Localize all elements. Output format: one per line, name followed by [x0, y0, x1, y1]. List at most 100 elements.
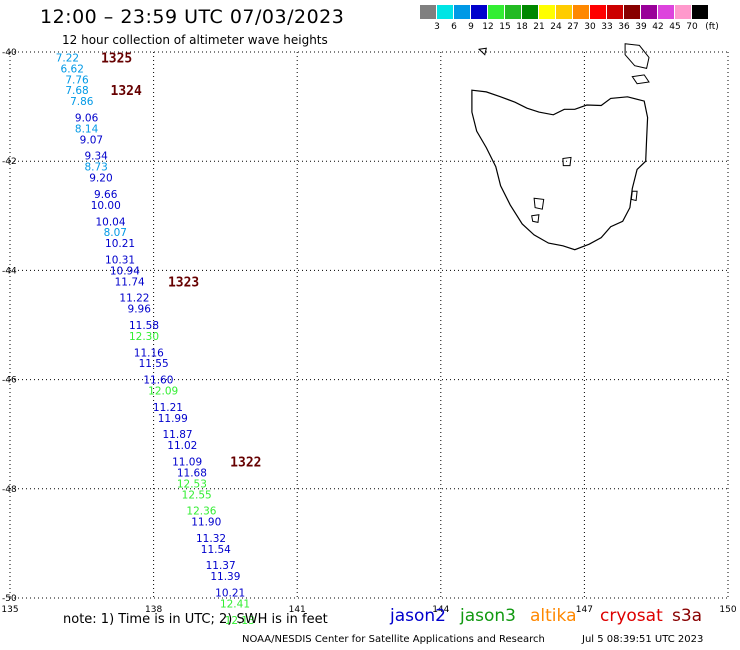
wave-height-value: 8.14	[75, 123, 99, 135]
orbit-labels: 1325 1324 1323 1322	[101, 51, 262, 470]
legend-label: 45	[669, 22, 681, 32]
wave-height-value: 11.32	[196, 533, 226, 545]
legend-swatches	[420, 5, 709, 19]
tasmania-mainland	[471, 89, 649, 251]
legend-label: 27	[567, 22, 579, 32]
satellite-label-cryosat: cryosat	[600, 606, 663, 626]
legend-labels: 3 6 9 12 15 18 21 24 27 30 33 36 39 42 45 70 (ft)	[420, 22, 730, 34]
wave-height-value: 7.22	[56, 52, 79, 64]
satellite-label-jason3: jason3	[460, 606, 516, 626]
legend-swatch	[505, 5, 522, 19]
generated-timestamp: Jul 5 08:39:51 UTC 2023	[582, 634, 704, 645]
lat-tick-label: -42	[2, 157, 17, 167]
legend-swatch	[675, 5, 692, 19]
legend-label: 12	[482, 22, 494, 32]
lon-tick-label: 135	[1, 605, 18, 615]
satellite-label-jason2: jason2	[390, 606, 446, 626]
lat-tick-label: -44	[2, 266, 17, 276]
wave-height-value: 11.90	[191, 517, 221, 529]
wave-height-value: 9.07	[80, 134, 103, 146]
legend-label: 42	[652, 22, 664, 32]
wave-height-value: 6.62	[61, 63, 84, 75]
wave-height-value: 10.21	[215, 588, 245, 600]
legend-label: 18	[516, 22, 528, 32]
orbit-number-label: 1323	[168, 275, 199, 290]
wave-height-value: 11.02	[167, 440, 197, 452]
legend-unit: (ft)	[705, 22, 719, 32]
orbit-number-label: 1322	[230, 456, 261, 471]
legend-swatch	[556, 5, 573, 19]
legend-swatch	[539, 5, 556, 19]
maria-island	[630, 190, 638, 202]
wave-height-value: 9.34	[84, 151, 108, 163]
wave-height-value: 12.36	[186, 506, 216, 518]
wave-height-value: 12.53	[177, 478, 207, 490]
legend-swatch	[522, 5, 539, 19]
orbit-number-label: 1324	[111, 84, 142, 99]
wave-height-value: 11.55	[139, 358, 169, 370]
lat-tick-label: -48	[2, 485, 17, 495]
legend-swatch	[607, 5, 624, 19]
legend-swatch	[488, 5, 505, 19]
wave-height-value: 12.09	[148, 386, 178, 398]
lake-outline	[531, 214, 540, 224]
wave-height-value: 11.87	[163, 429, 193, 441]
wave-height-value: 9.96	[128, 304, 152, 316]
footer-note: note: 1) Time is in UTC; 2) SWH is in fe…	[63, 612, 328, 627]
satellite-label-s3a: s3a	[672, 606, 703, 626]
credit-line: NOAA/NESDIS Center for Satellite Applica…	[242, 634, 545, 645]
wave-height-value: 7.76	[65, 74, 89, 86]
wave-height-value: 12.30	[129, 331, 159, 343]
legend-swatch	[692, 5, 709, 19]
wave-height-value: 7.86	[70, 96, 94, 108]
wave-height-value: 10.94	[110, 265, 140, 277]
tasmania-coastline	[471, 43, 650, 251]
lat-tick-label: -50	[2, 594, 17, 604]
wave-height-value: 9.20	[89, 173, 112, 185]
legend-swatch	[471, 5, 488, 19]
wave-height-value: 10.04	[95, 216, 125, 228]
wave-height-value: 11.68	[177, 467, 207, 479]
lat-tick-label: -40	[2, 48, 17, 58]
wave-height-value: 7.68	[65, 85, 88, 97]
legend-swatch	[658, 5, 675, 19]
legend-label: 21	[533, 22, 545, 32]
legend-label: 30	[584, 22, 596, 32]
wave-height-value: 11.54	[201, 544, 231, 556]
legend-swatch	[454, 5, 471, 19]
legend-swatch	[437, 5, 454, 19]
legend-swatch	[573, 5, 590, 19]
wave-height-value: 8.07	[104, 227, 127, 239]
orbit-number-label: 1325	[101, 51, 132, 66]
wave-height-value: 11.37	[206, 560, 236, 572]
wave-height-value: 9.06	[75, 113, 99, 125]
chart-title: 12:00 – 23:59 UTC 07/03/2023	[40, 6, 345, 28]
lake-outline	[533, 197, 545, 210]
cape-barren-island	[631, 74, 650, 85]
legend-swatch	[420, 5, 437, 19]
wave-height-observations: 7.226.627.767.687.86 9.068.149.07 9.348.73…	[56, 52, 255, 626]
lon-tick-label: 138	[145, 605, 162, 615]
islet-outline	[478, 47, 487, 56]
legend-label: 33	[601, 22, 613, 32]
legend-label: 3	[434, 22, 440, 32]
legend-label: 9	[468, 22, 474, 32]
wave-height-value: 11.99	[158, 413, 188, 425]
wave-height-value: 11.22	[119, 293, 149, 305]
legend-label: 15	[499, 22, 511, 32]
legend-swatch	[624, 5, 641, 19]
lake-outline	[562, 156, 572, 167]
lon-tick-label: 150	[719, 605, 736, 615]
wave-height-value: 11.16	[134, 347, 164, 359]
wave-height-value: 12.55	[182, 489, 212, 501]
wave-height-value: 10.31	[105, 254, 135, 266]
legend-label: 39	[635, 22, 647, 32]
legend-label: 24	[550, 22, 562, 32]
legend-swatch	[641, 5, 658, 19]
wave-height-value: 11.21	[153, 402, 183, 414]
wave-height-value: 11.09	[172, 457, 202, 469]
wave-height-value: 12.41	[220, 598, 250, 610]
lat-tick-label: -46	[2, 376, 17, 386]
